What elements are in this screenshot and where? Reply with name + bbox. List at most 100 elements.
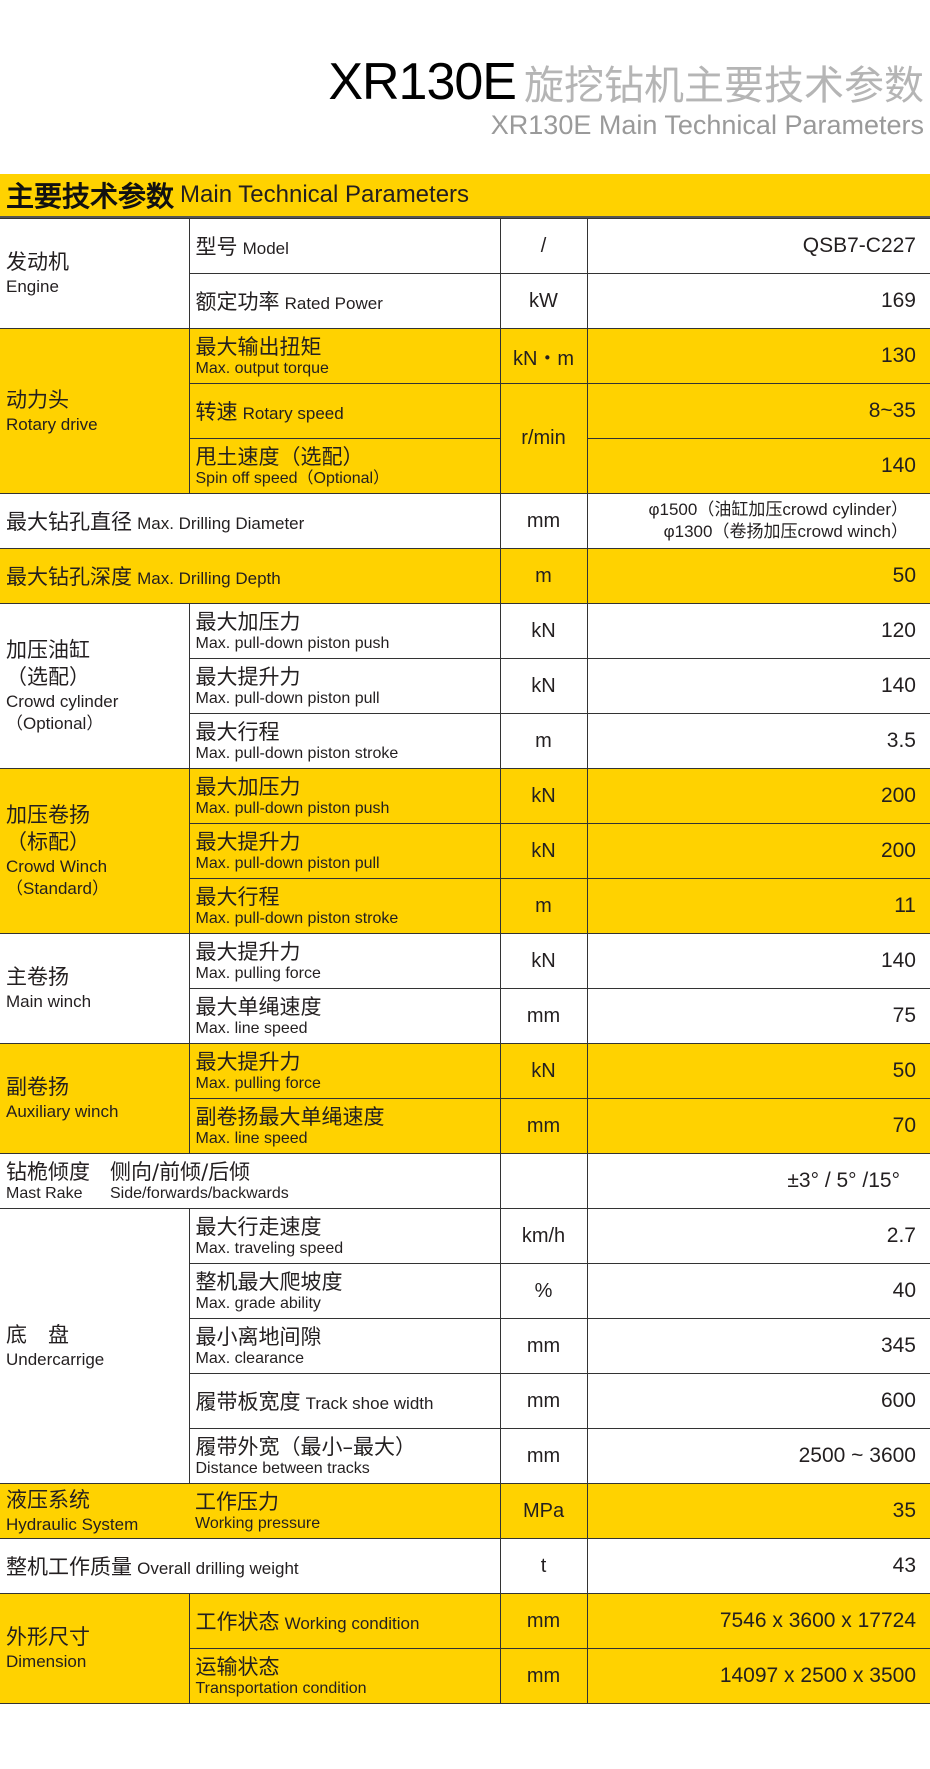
value-cell: 2.7 — [586, 1208, 930, 1264]
param-name-en: Max. pulling force — [195, 1075, 321, 1092]
table-row: 额定功率 Rated Power kW 169 — [0, 273, 930, 329]
param-name-cn: 钻桅倾度 — [6, 1160, 90, 1184]
value-cell: 70 — [586, 1098, 930, 1154]
param-name-cn: 最大钻孔深度 — [6, 565, 132, 589]
unit-cell: kN — [499, 823, 588, 879]
table-row: 副卷扬 Auxiliary winch 最大提升力 Max. pulling forc… — [0, 1043, 930, 1154]
group-label-cn: 加压卷扬 — [6, 803, 90, 827]
group-label-en: Dimension — [6, 1652, 87, 1671]
group-label-en: Crowd cylinder — [6, 692, 119, 711]
param-cell: 履带外宽（最小–最大） Distance between tracks — [189, 1428, 501, 1484]
param-name-cn: 最大行程 — [195, 885, 280, 909]
value-cell: 2500 ~ 3600 — [586, 1428, 930, 1484]
param-name-cn: 整机工作质量 — [6, 1555, 132, 1579]
value-cell: 140 — [586, 438, 930, 494]
value-cell: 600 — [586, 1373, 930, 1429]
unit-cell: kN・m — [499, 328, 588, 384]
title-model: XR130E — [328, 53, 517, 111]
table-row: 加压油缸 （选配） Crowd cylinder （Optional） 最大加压力 Max… — [0, 603, 930, 769]
group-label-cn: 底 盘 — [6, 1322, 69, 1347]
value-cell: 3.5 — [586, 713, 930, 769]
table-row: 发动机 Engine 型号 Model / QSB7-C227 — [0, 218, 930, 329]
param-name-cn: 最大加压力 — [195, 775, 301, 799]
table-row: 最大提升力 Max. pull-down piston pull kN 140 — [0, 658, 930, 714]
table-row: 甩土速度（选配） Spin off speed（Optional） 140 — [0, 438, 930, 494]
value-cell: 200 — [586, 768, 930, 824]
param-cell: 履带板宽度 Track shoe width — [189, 1373, 501, 1429]
param-name-cn: 工作状态 — [195, 1610, 280, 1634]
table-row: 最大钻孔直径 Max. Drilling Diameter mm φ1500（油缸加… — [0, 493, 930, 549]
unit-cell: kN — [499, 603, 588, 659]
group-label-cn: 主卷扬 — [6, 965, 69, 989]
table-row: 加压卷扬 （标配） Crowd Winch （Standard） 最大加压力 Max. p… — [0, 768, 930, 934]
group-label-en: （Optional） — [6, 714, 104, 733]
unit-cell: mm — [499, 1098, 588, 1154]
param-cell: 额定功率 Rated Power — [189, 273, 501, 329]
unit-cell: t — [499, 1538, 588, 1594]
param-cell: 转速 Rotary speed — [189, 383, 501, 439]
param-cell: 最大加压力 Max. pull-down piston push — [188, 603, 501, 659]
unit-cell: mm — [499, 1593, 588, 1649]
unit-cell: km/h — [499, 1208, 588, 1264]
unit-cell: mm — [499, 1318, 588, 1374]
param-name-en: Max. pulling force — [195, 965, 321, 982]
mast-rake-b: 侧向/前倾/后倾 Side/forwards/backwards — [110, 1160, 289, 1202]
table-row: 履带板宽度 Track shoe width mm 600 — [0, 1373, 930, 1429]
param-cell: 甩土速度（选配） Spin off speed（Optional） — [189, 438, 501, 494]
param-name-en: Rotary speed — [242, 404, 344, 423]
param-name-en: Max. traveling speed — [195, 1240, 344, 1257]
value-cell: 345 — [586, 1318, 930, 1374]
table-row: 转速 Rotary speed r/min 8~35 — [0, 383, 930, 494]
table-row: 整机工作质量 Overall drilling weight t 43 — [0, 1538, 930, 1594]
unit-cell: mm — [499, 1373, 588, 1429]
value-cell: 50 — [586, 548, 930, 604]
group-label-en: Engine — [6, 277, 59, 296]
parameters-table: 发动机 Engine 型号 Model / QSB7-C227 额定功率 Rated Po… — [0, 218, 930, 1704]
param-name-cn: 侧向/前倾/后倾 — [110, 1160, 251, 1184]
param-name-en: Max. pull-down piston stroke — [195, 910, 399, 927]
param-cell: 最大提升力 Max. pulling force — [188, 1043, 501, 1099]
param-name-en: Max. Drilling Diameter — [137, 514, 305, 533]
param-name-cn: 最大输出扭矩 — [195, 335, 322, 359]
mast-rake-label: 钻桅倾度 Mast Rake 侧向/前倾/后倾 Side/forwards/backw… — [6, 1160, 494, 1202]
param-cell: 最大提升力 Max. pull-down piston pull — [189, 658, 501, 714]
value-cell: 169 — [586, 273, 930, 329]
param-name-cn: 工作压力 — [195, 1490, 279, 1514]
param-name-en: Track shoe width — [305, 1394, 434, 1413]
param-cell: 最大输出扭矩 Max. output torque — [188, 328, 501, 384]
param-name-cn: 转速 — [195, 400, 238, 424]
unit-cell: kW — [499, 273, 588, 329]
value-cell: 11 — [586, 878, 930, 934]
mast-rake-a: 钻桅倾度 Mast Rake — [6, 1160, 90, 1202]
param-name-cn: 运输状态 — [195, 1655, 280, 1679]
unit-cell: kN — [499, 1043, 588, 1099]
unit-cell: MPa — [499, 1483, 588, 1539]
value-cell: 200 — [586, 823, 930, 879]
param-name-cn: 最大提升力 — [195, 940, 301, 964]
value-cell: φ1500（油缸加压crowd cylinder） φ1300（卷扬加压crowd… — [586, 493, 930, 549]
group-label-cn: （标配） — [6, 830, 90, 854]
unit-cell: mm — [499, 493, 588, 549]
param-name-en: Overall drilling weight — [137, 1559, 299, 1578]
table-row: 运输状态 Transportation condition mm 14097 x 25… — [0, 1648, 930, 1704]
group-label: 外形尺寸 Dimension — [0, 1593, 190, 1704]
unit-cell: m — [499, 878, 588, 934]
table-row: 副卷扬最大单绳速度 Max. line speed mm 70 — [0, 1098, 930, 1154]
unit-cell: mm — [499, 1428, 588, 1484]
table-row: 最大钻孔深度 Max. Drilling Depth m 50 — [0, 548, 930, 604]
param-name-en: Max. pull-down piston stroke — [195, 745, 399, 762]
param-name-en: Max. pull-down piston push — [195, 800, 390, 817]
group-label: 加压油缸 （选配） Crowd cylinder （Optional） — [0, 603, 190, 769]
param-name-en: Max. line speed — [195, 1130, 308, 1147]
param-cell: 运输状态 Transportation condition — [189, 1648, 501, 1704]
param-cell: 最大行程 Max. pull-down piston stroke — [189, 713, 501, 769]
unit-cell: kN — [499, 658, 588, 714]
group-label: 液压系统 Hydraulic System — [0, 1483, 189, 1539]
param-name-cn: 甩土速度（选配） — [195, 445, 364, 469]
value-cell: 130 — [586, 328, 930, 384]
param-name-cn: 履带外宽（最小–最大） — [195, 1435, 417, 1459]
group-label: 加压卷扬 （标配） Crowd Winch （Standard） — [0, 768, 190, 934]
param-cell: 型号 Model — [188, 218, 501, 274]
group-label-en: Rotary drive — [6, 414, 98, 434]
param-name-cn: 副卷扬最大单绳速度 — [195, 1105, 385, 1129]
